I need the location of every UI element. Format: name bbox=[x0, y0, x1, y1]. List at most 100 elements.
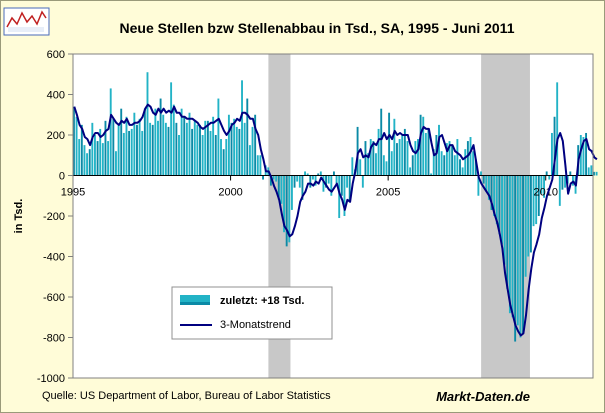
bar bbox=[340, 175, 343, 196]
bar bbox=[419, 114, 422, 176]
bar bbox=[390, 151, 393, 176]
bar bbox=[396, 143, 398, 176]
y-tick-label: 200 bbox=[47, 130, 65, 142]
bar bbox=[332, 171, 335, 176]
bar bbox=[272, 175, 275, 180]
legend-trend-label: 3-Monatstrend bbox=[220, 319, 291, 331]
bar bbox=[587, 167, 590, 176]
bar bbox=[485, 175, 488, 192]
bar bbox=[214, 135, 217, 176]
bar bbox=[191, 128, 194, 176]
bar bbox=[277, 175, 280, 200]
bar bbox=[243, 122, 246, 176]
x-tick-label: 2010 bbox=[533, 187, 557, 199]
bar bbox=[149, 122, 152, 176]
bar bbox=[380, 108, 383, 176]
bar bbox=[86, 153, 89, 176]
bar bbox=[317, 173, 320, 176]
bar bbox=[553, 116, 556, 176]
bar bbox=[506, 175, 509, 289]
bar bbox=[83, 145, 86, 176]
bar bbox=[185, 122, 188, 176]
bar bbox=[545, 171, 548, 176]
bar bbox=[314, 175, 317, 186]
bar bbox=[225, 139, 228, 176]
bar bbox=[290, 175, 293, 210]
bar bbox=[564, 175, 567, 188]
bar bbox=[254, 114, 257, 176]
bar bbox=[411, 155, 414, 176]
bar bbox=[94, 135, 96, 176]
bar bbox=[356, 126, 359, 176]
bar bbox=[172, 104, 175, 176]
bar bbox=[343, 175, 346, 216]
bar bbox=[159, 98, 162, 176]
legend: zuletzt: +18 Tsd. 3-Monatstrend bbox=[171, 286, 333, 340]
bar bbox=[230, 122, 233, 176]
bar bbox=[456, 139, 459, 176]
bar bbox=[309, 175, 312, 188]
bar bbox=[417, 139, 419, 176]
bar bbox=[480, 171, 482, 176]
bar bbox=[306, 173, 309, 176]
bar bbox=[501, 175, 503, 245]
bar bbox=[498, 175, 501, 235]
bar bbox=[238, 128, 241, 176]
bar bbox=[529, 175, 532, 253]
bar bbox=[162, 114, 165, 176]
bar bbox=[285, 175, 288, 247]
bar bbox=[451, 145, 454, 176]
bar bbox=[246, 98, 249, 176]
bar bbox=[519, 175, 522, 338]
chart-title: Neue Stellen bzw Stellenabbau in Tsd., S… bbox=[120, 20, 515, 36]
bar bbox=[136, 124, 138, 176]
bar bbox=[443, 155, 446, 176]
bar bbox=[143, 108, 146, 176]
y-tick-label: 0 bbox=[59, 171, 65, 183]
bar bbox=[80, 124, 83, 176]
bar bbox=[445, 143, 448, 176]
bar bbox=[579, 135, 582, 176]
bar bbox=[178, 135, 180, 176]
bar bbox=[490, 175, 493, 210]
bar bbox=[406, 141, 409, 176]
bar bbox=[427, 128, 430, 176]
bar bbox=[109, 88, 112, 176]
bar bbox=[175, 122, 178, 176]
bar bbox=[558, 175, 561, 206]
bar bbox=[585, 132, 588, 176]
bar bbox=[537, 175, 540, 216]
bar bbox=[424, 132, 427, 176]
bar bbox=[73, 106, 75, 176]
bar bbox=[227, 114, 230, 176]
bar bbox=[464, 149, 467, 176]
bar bbox=[157, 120, 159, 176]
bar bbox=[385, 161, 388, 176]
bar bbox=[209, 130, 212, 176]
bar bbox=[188, 112, 191, 176]
bar bbox=[469, 137, 472, 176]
bar bbox=[217, 98, 220, 176]
bar bbox=[403, 128, 406, 176]
bar bbox=[351, 157, 354, 176]
bar bbox=[472, 151, 475, 176]
bar bbox=[516, 175, 519, 326]
bar bbox=[474, 159, 477, 176]
bar bbox=[430, 173, 433, 176]
bar bbox=[151, 124, 154, 176]
y-tick-label: 600 bbox=[47, 49, 65, 61]
bar bbox=[388, 112, 391, 176]
bar bbox=[493, 175, 496, 216]
bar bbox=[535, 175, 538, 225]
bar bbox=[522, 175, 524, 334]
bar bbox=[372, 141, 375, 176]
bar bbox=[75, 116, 78, 176]
bar bbox=[346, 175, 349, 188]
bar bbox=[206, 120, 209, 176]
bar bbox=[138, 118, 141, 176]
bar bbox=[280, 175, 283, 204]
x-tick-label: 2005 bbox=[376, 187, 400, 199]
bar bbox=[477, 175, 480, 196]
bar bbox=[128, 130, 131, 176]
